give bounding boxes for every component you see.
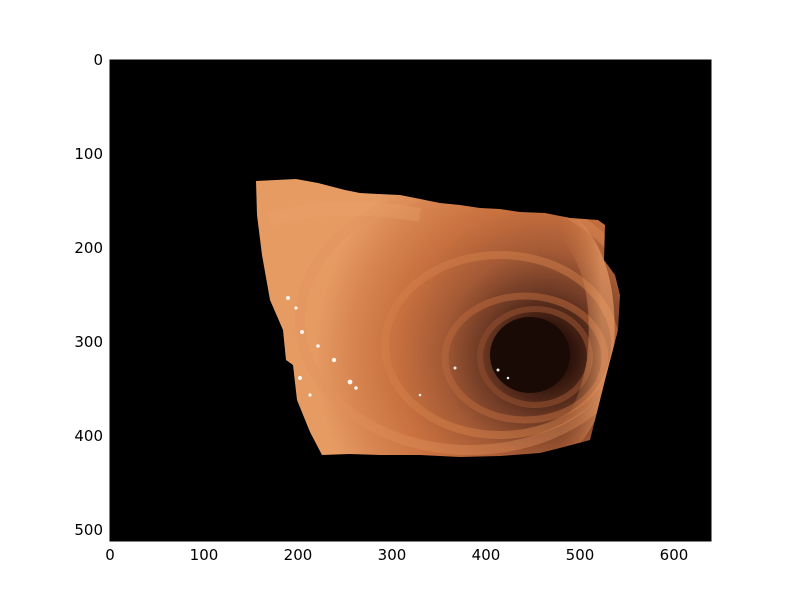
endoscopy-image: [256, 179, 620, 457]
x-axis: 0 100 200 300 400 500 600: [105, 535, 688, 564]
y-tick-label: 200: [74, 239, 103, 257]
x-tick-label: 500: [566, 546, 595, 564]
y-tick-label: 100: [74, 145, 103, 163]
x-tick-label: 0: [105, 546, 115, 564]
y-tick-label: 300: [74, 333, 103, 351]
y-axis: 0 100 200 300 400 500: [74, 51, 116, 539]
y-tick-label: 400: [74, 427, 103, 445]
axes-frame: [109, 59, 712, 542]
x-tick-label: 600: [660, 546, 689, 564]
x-tick-label: 400: [472, 546, 501, 564]
x-tick-label: 100: [190, 546, 219, 564]
x-tick-label: 200: [284, 546, 313, 564]
y-tick-label: 500: [74, 521, 103, 539]
x-tick-label: 300: [378, 546, 407, 564]
y-tick-label: 0: [93, 51, 103, 69]
